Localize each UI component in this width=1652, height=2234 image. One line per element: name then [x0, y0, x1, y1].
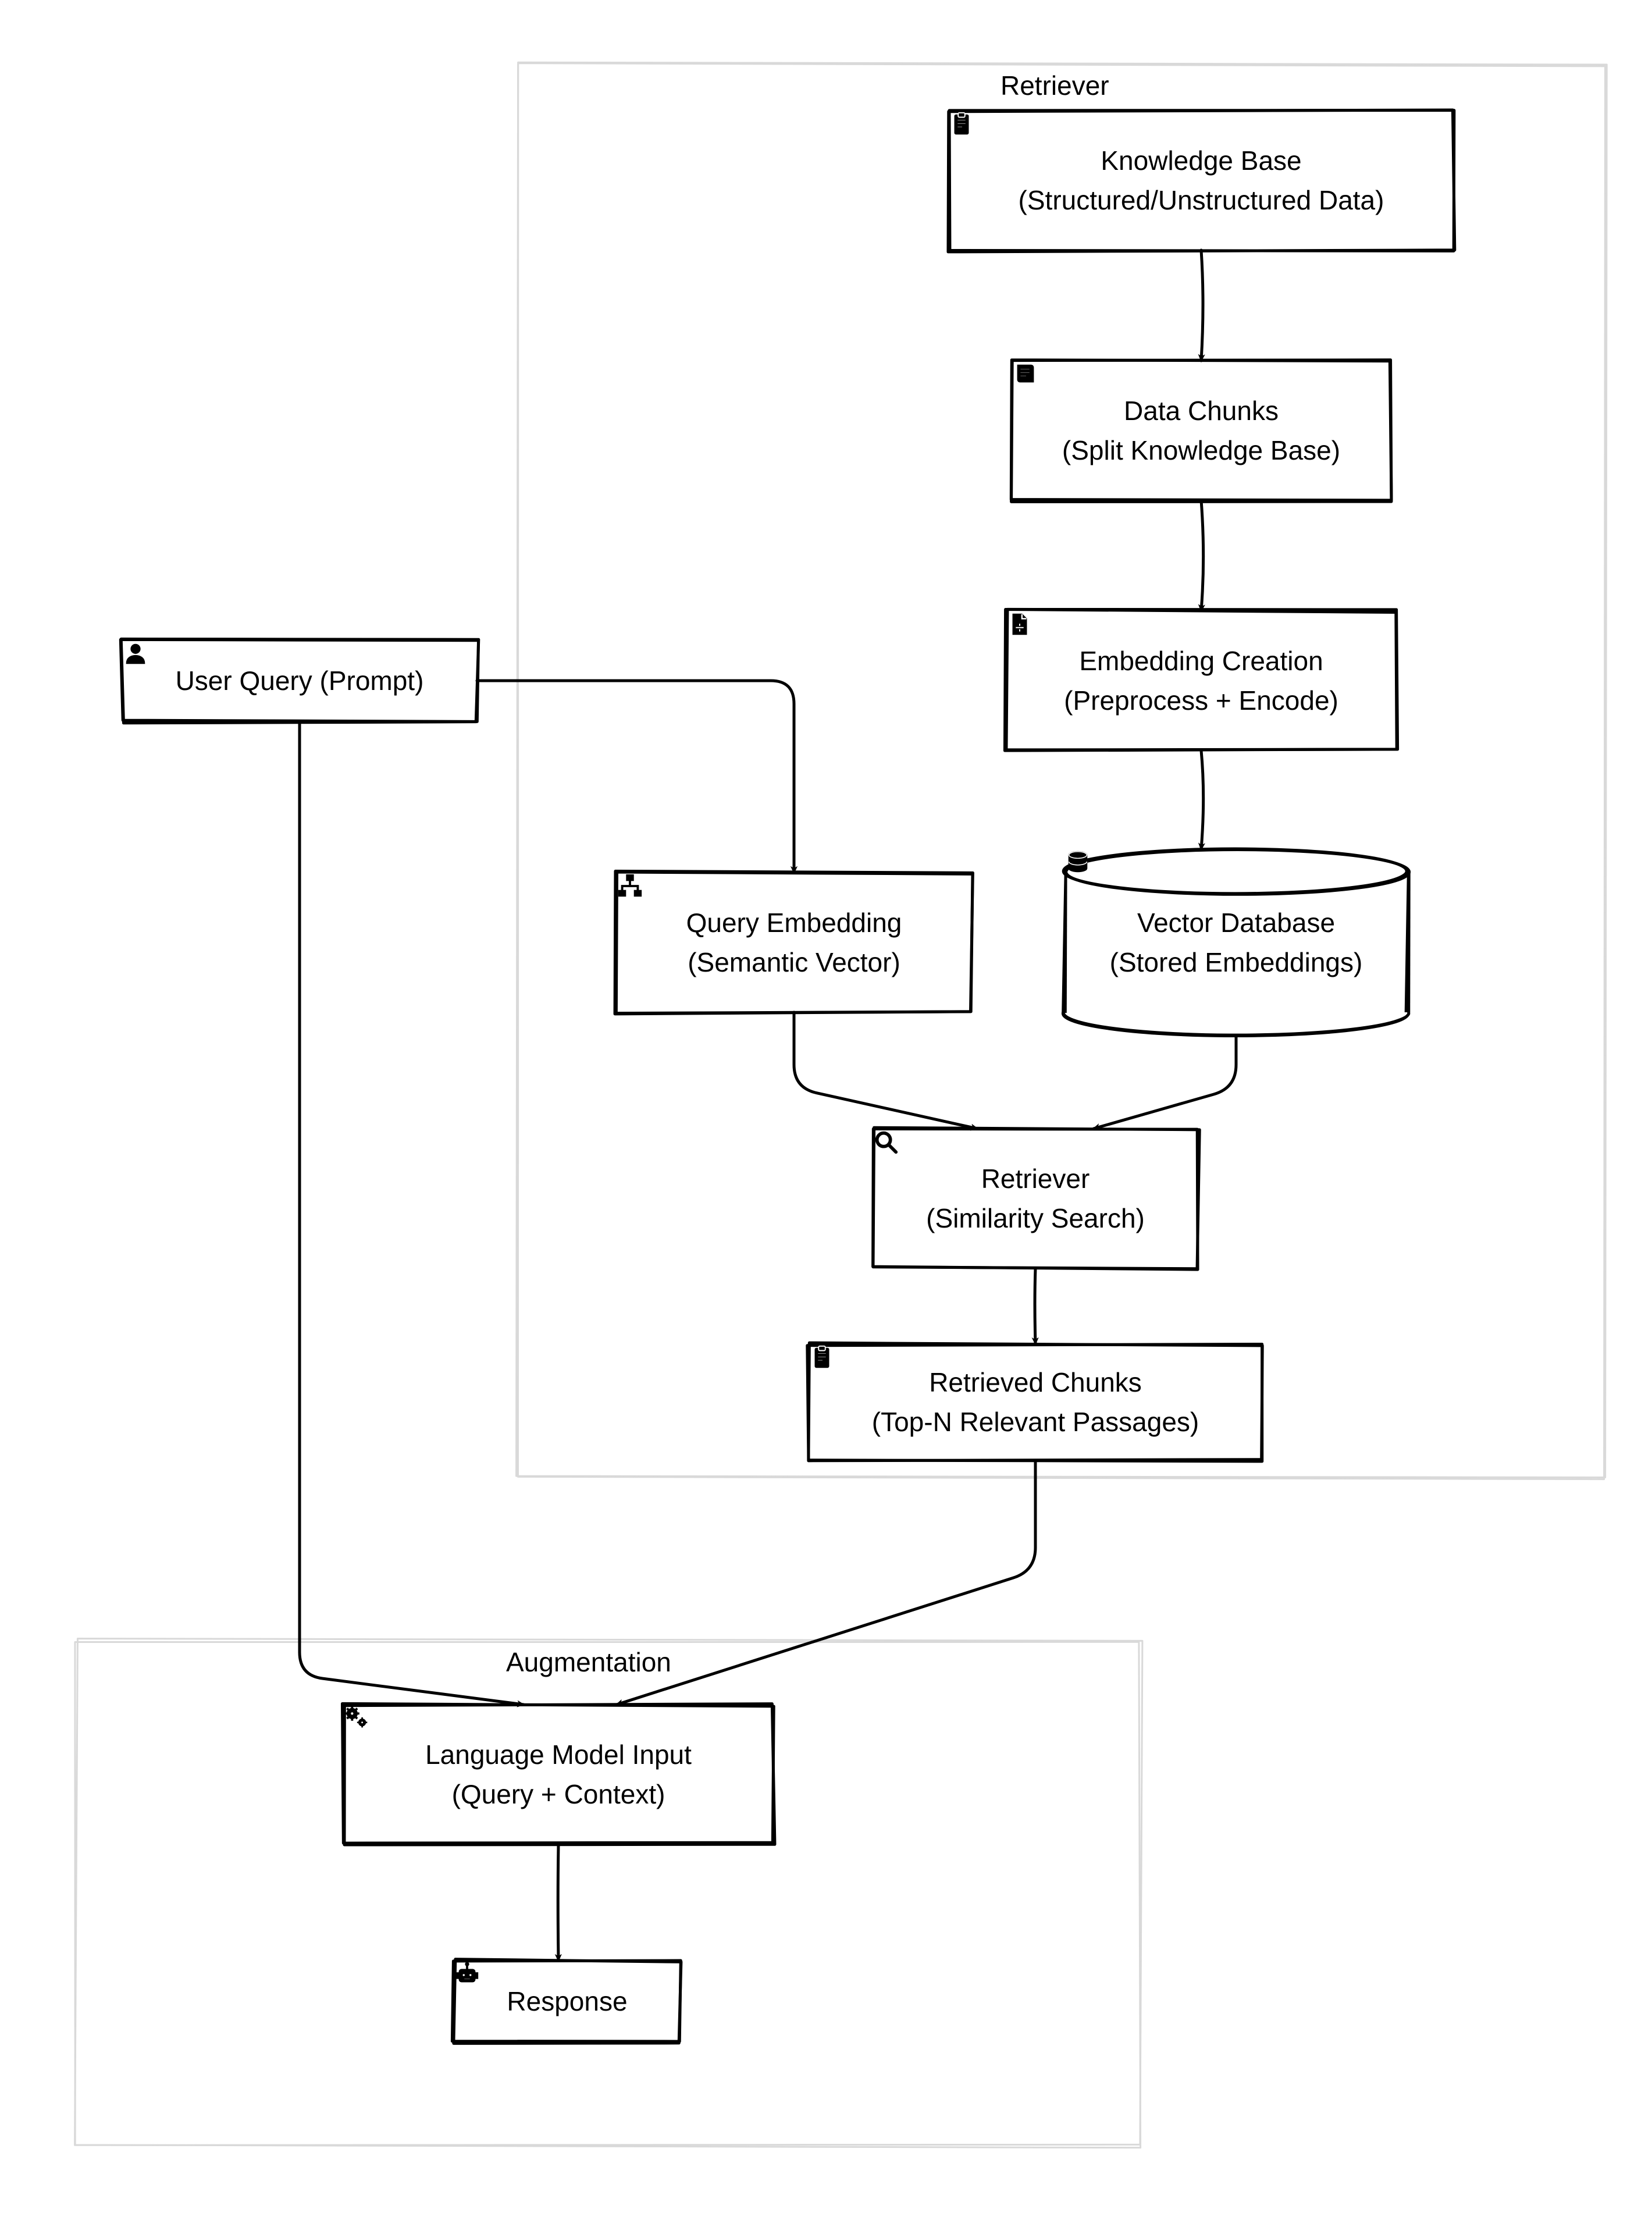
gears-icon [343, 1705, 370, 1731]
diagram-svg-layer [0, 0, 1652, 2234]
edge [477, 681, 794, 873]
node-title: Language Model Input [425, 1737, 692, 1773]
node-title: Knowledge Base [1101, 143, 1301, 179]
edge [794, 1012, 977, 1129]
node-response: Response [454, 1961, 681, 2042]
node-subtitle: (Structured/Unstructured Data) [1019, 182, 1384, 218]
edge [1201, 500, 1204, 611]
node-title: Data Chunks [1124, 393, 1279, 429]
node-subtitle: (Semantic Vector) [688, 944, 900, 980]
node-vector-database: Vector Database (Stored Embeddings) [1064, 849, 1408, 1036]
node-title: Embedding Creation [1079, 643, 1323, 679]
node-title: User Query (Prompt) [176, 663, 424, 699]
database-icon [1064, 849, 1091, 876]
node-title: Retrieved Chunks [929, 1364, 1142, 1400]
edge [617, 1460, 1035, 1705]
node-user-query: User Query (Prompt) [122, 640, 477, 721]
node-retrieved-chunks: Retrieved Chunks (Top-N Relevant Passage… [809, 1344, 1262, 1460]
sitemap-icon [617, 873, 643, 899]
node-data-chunks: Data Chunks (Split Knowledge Base) [1012, 361, 1390, 500]
file-plus-icon [1006, 611, 1033, 638]
node-subtitle: (Stored Embeddings) [1110, 944, 1363, 980]
edge [1201, 750, 1204, 849]
node-title: Response [507, 1983, 627, 2019]
node-query-embedding: Query Embedding (Semantic Vector) [617, 873, 971, 1012]
group-label-retriever: Retriever [1001, 70, 1109, 101]
edge [1094, 1036, 1236, 1129]
edge [300, 721, 524, 1705]
clipboard-icon [948, 111, 975, 137]
node-subtitle: (Preprocess + Encode) [1064, 682, 1338, 718]
node-title: Query Embedding [686, 905, 902, 941]
node-title: Retriever [981, 1161, 1090, 1197]
node-subtitle: (Top-N Relevant Passages) [872, 1404, 1199, 1440]
edge [1201, 250, 1203, 361]
node-lm-input: Language Model Input (Query + Context) [343, 1705, 774, 1844]
clipboard-icon [809, 1344, 835, 1371]
node-retriever: Retriever (Similarity Search) [873, 1129, 1198, 1268]
search-icon [873, 1129, 899, 1155]
node-subtitle: (Split Knowledge Base) [1062, 432, 1340, 468]
node-subtitle: (Query + Context) [452, 1776, 665, 1812]
node-embedding-creation: Embedding Creation (Preprocess + Encode) [1006, 611, 1396, 750]
group-label-augmentation: Augmentation [506, 1646, 671, 1678]
book-icon [1012, 361, 1039, 387]
node-title: Vector Database [1137, 905, 1335, 941]
node-knowledge-base: Knowledge Base (Structured/Unstructured … [948, 111, 1454, 250]
node-subtitle: (Similarity Search) [926, 1200, 1145, 1236]
robot-icon [454, 1961, 480, 1987]
user-icon [122, 640, 149, 667]
